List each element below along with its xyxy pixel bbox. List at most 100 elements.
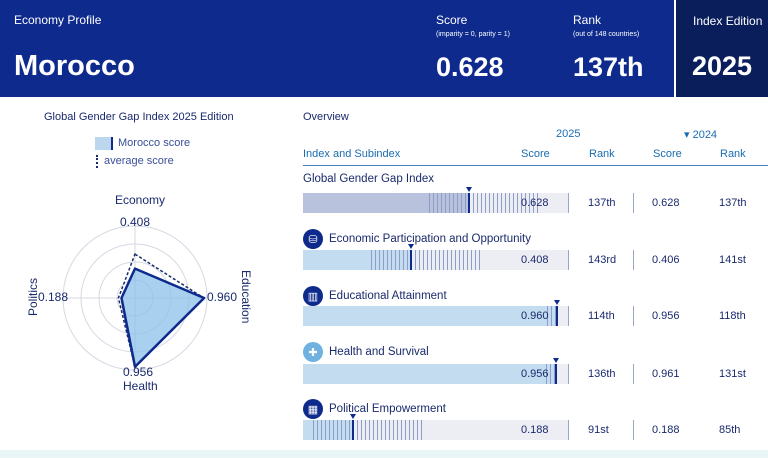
row-title: ⛁ Economic Participation and Opportunity [303,229,531,249]
axis-value-politics: 0.188 [38,290,69,304]
column-separator [568,250,569,270]
health-cross-icon: ✚ [303,342,323,362]
column-separator [568,364,569,384]
axis-label-health: Health [123,379,158,393]
axis-label-education: Education [239,270,253,324]
score-label: Score [436,13,468,27]
score-pointer [553,358,559,363]
column-separator [633,193,634,213]
row-title-label: Global Gender Gap Index [303,173,435,185]
score-marker [468,193,470,213]
row-title: Global Gender Gap Index [303,173,434,185]
legend-country-label: Morocco score [118,137,191,149]
row-title: ✚ Health and Survival [303,342,429,362]
radar-average-polygon [117,252,205,369]
score-pointer [466,187,472,192]
row-title-label: Economic Participation and Opportunity [329,233,531,245]
col-rank-prev-header: Rank [720,148,746,160]
axis-value-education: 0.960 [207,290,238,304]
score-prev-value: 0.628 [652,197,680,209]
radar-country-polygon [120,267,206,369]
building-icon: ▦ [303,399,323,419]
score-marker [352,420,354,440]
row-title-label: Political Empowerment [329,403,446,415]
edition-year: 2025 [692,51,753,81]
rank-value: 136th [588,368,616,380]
rank-prev-value: 118th [719,310,746,322]
score-prev-value: 0.188 [652,424,680,436]
score-marker [556,306,558,326]
score-value: 0.188 [521,424,549,436]
radar-legend: Morocco score average score [95,134,190,170]
score-bar [303,364,568,384]
overview-title: Overview [303,111,349,123]
radar-title: Global Gender Gap Index 2025 Edition [44,111,234,123]
column-separator [633,306,634,326]
overall-rank: 137th [573,52,644,82]
score-bar-fill [303,193,469,213]
score-bar [303,420,568,440]
rank-value: 143rd [588,254,617,266]
score-bar-fill [303,364,556,384]
score-prev-value: 0.406 [652,254,680,266]
edition-label: Index Edition [693,14,763,28]
column-separator [568,306,569,326]
radar-svg [62,225,208,371]
row-title: ▥ Educational Attainment [303,286,447,306]
score-pointer [408,244,414,249]
legend-average: average score [95,152,190,170]
year-previous-toggle[interactable]: ▾ 2024 [684,129,718,141]
legend-average-swatch [96,154,98,168]
score-bar-fill [303,306,557,326]
legend-country-swatch [95,136,113,150]
rank-prev-value: 131st [719,368,746,380]
score-pointer [350,414,356,419]
score-value: 0.628 [521,197,549,209]
distribution-stripes [371,250,481,270]
column-separator [568,193,569,213]
distribution-stripes [429,193,539,213]
header-banner: Economy Profile Morocco Score (imparity … [0,0,768,97]
score-sublabel: (imparity = 0, parity = 1) [436,31,510,38]
score-value: 0.408 [521,254,549,266]
score-value: 0.960 [521,310,549,322]
distribution-stripes [313,420,423,440]
score-prev-value: 0.961 [652,368,680,380]
axis-label-economy: Economy [115,193,166,207]
column-separator [633,364,634,384]
rank-value: 137th [588,197,616,209]
overall-score: 0.628 [436,52,504,82]
legend-average-label: average score [104,155,174,167]
axis-label-politics: Politics [26,277,40,316]
score-marker [555,364,557,384]
year-current: 2025 [556,128,581,140]
column-separator [633,250,634,270]
score-bar [303,193,568,213]
score-value: 0.956 [521,368,549,380]
score-pointer [554,300,560,305]
bottom-band [0,450,768,458]
country-name: Morocco [14,50,135,82]
radar-chart: Economy 0.408 0.960 Education 0.956 Heal… [20,190,260,400]
score-bar [303,306,568,326]
column-separator [568,420,569,440]
edition-box: Index Edition 2025 [674,0,768,97]
axis-value-economy: 0.408 [120,215,151,229]
row-title-label: Educational Attainment [329,290,447,302]
header-label: Economy Profile [14,13,102,27]
rank-prev-value: 137th [719,197,747,209]
score-bar [303,250,568,270]
book-icon: ▥ [303,286,323,306]
rank-sublabel: (out of 148 countries) [573,31,640,38]
header-divider [303,165,768,166]
column-separator [633,420,634,440]
col-index-header: Index and Subindex [303,148,401,160]
col-rank-header: Rank [589,148,615,160]
rank-prev-value: 141st [719,254,746,266]
col-score-prev-header: Score [653,148,682,160]
row-title: ▦ Political Empowerment [303,399,446,419]
legend-country: Morocco score [95,134,190,152]
axis-value-health: 0.956 [123,365,154,379]
rank-value: 91st [588,424,609,436]
rank-label: Rank [573,13,602,27]
